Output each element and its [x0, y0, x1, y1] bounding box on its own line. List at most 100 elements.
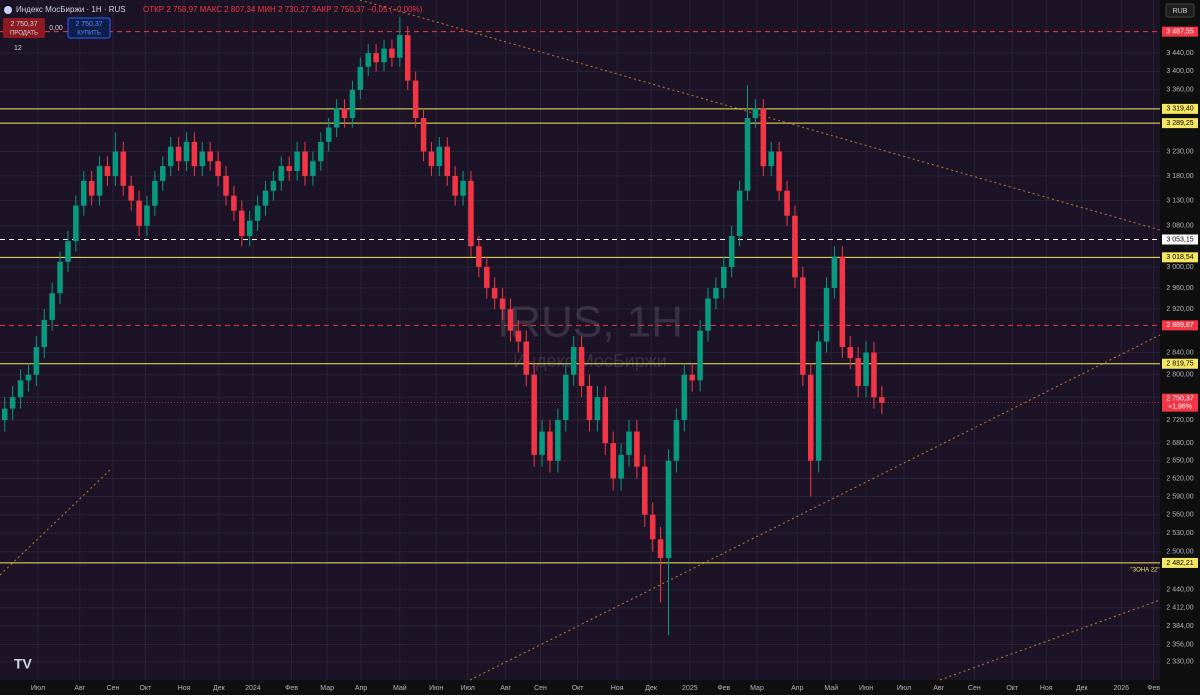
- candle-body: [831, 256, 838, 288]
- candle-body: [80, 180, 87, 206]
- candle-body: [713, 287, 719, 299]
- candle-body: [649, 514, 656, 540]
- x-tick-label: 2025: [682, 685, 698, 692]
- sell-label[interactable]: ПРОДАТЬ: [10, 31, 38, 37]
- currency[interactable]: RUB: [1173, 8, 1188, 15]
- candle-body: [239, 210, 245, 237]
- candle-body: [420, 118, 427, 152]
- candle-body: [491, 287, 498, 299]
- candle-body: [618, 454, 624, 479]
- candle-body: [784, 190, 790, 216]
- level-badge: [1162, 26, 1198, 37]
- candle-body: [381, 48, 387, 63]
- candle-body: [25, 374, 32, 381]
- x-tick-label: Июл: [461, 685, 475, 692]
- candle-body: [17, 380, 24, 398]
- y-tick-label: 3 230,00: [1166, 148, 1193, 155]
- level-label: 3 289,25: [1166, 120, 1193, 127]
- candle-body: [373, 53, 379, 63]
- candle-body: [349, 89, 356, 119]
- x-tick-label: Окт: [572, 685, 585, 692]
- level-badge: [1162, 103, 1198, 114]
- candle-body: [152, 180, 158, 206]
- candle-body: [404, 35, 411, 81]
- candle-body: [73, 205, 79, 242]
- candle-body: [436, 146, 443, 167]
- buy-price[interactable]: 2 750,37: [75, 21, 102, 28]
- y-tick-label: 2 800,00: [1166, 372, 1193, 379]
- candle-body: [800, 277, 806, 375]
- indicators-count[interactable]: 12: [14, 45, 22, 52]
- spread: 0,00: [49, 25, 63, 32]
- candle-body: [728, 236, 735, 267]
- x-tick-label: Авг: [933, 685, 944, 692]
- y-tick-label: 3 000,00: [1166, 264, 1193, 271]
- candle-body: [752, 108, 759, 119]
- candle-body: [476, 246, 482, 267]
- candle-body: [333, 108, 340, 128]
- candle-body: [1, 408, 8, 421]
- candle-body: [341, 108, 348, 119]
- candle-body: [183, 141, 190, 162]
- x-tick-label: Сен: [968, 685, 981, 692]
- x-tick-label: Июн: [859, 685, 873, 692]
- x-tick-label: Сен: [107, 685, 120, 692]
- y-tick-label: 2 500,00: [1166, 549, 1193, 556]
- candle-body: [452, 175, 458, 196]
- candle-body: [570, 347, 577, 375]
- candle-body: [792, 215, 798, 278]
- candle-body: [586, 385, 593, 421]
- candle-body: [697, 330, 703, 381]
- candle-body: [136, 200, 142, 226]
- candle-body: [807, 374, 814, 461]
- candle-body: [839, 256, 846, 348]
- candle-body: [88, 180, 95, 196]
- buy-button[interactable]: [67, 17, 111, 39]
- candles: [1, 17, 885, 636]
- candle-body: [310, 161, 316, 176]
- candle-body: [483, 266, 490, 288]
- x-tick-label: Дек: [1076, 685, 1089, 692]
- candle-body: [539, 431, 545, 455]
- x-tick-label: Апр: [791, 685, 803, 692]
- candle-body: [515, 330, 522, 342]
- candle-body: [681, 374, 688, 421]
- currency-box[interactable]: [1165, 3, 1195, 18]
- x-tick-label: Ноя: [611, 685, 624, 692]
- candle-body: [634, 431, 640, 467]
- candle-body: [49, 293, 55, 320]
- x-tick-label: Май: [393, 684, 407, 692]
- buy-label[interactable]: КУПИТЬ: [77, 31, 101, 37]
- candle-body: [705, 298, 711, 331]
- x-tick-label: 2026: [1113, 685, 1129, 692]
- y-tick-label: 2 840,00: [1166, 349, 1193, 356]
- candle-body: [563, 374, 569, 421]
- candle-body: [302, 151, 308, 176]
- candle-body: [507, 309, 514, 331]
- candle-body: [96, 166, 103, 196]
- level-badge: [1162, 252, 1198, 263]
- x-tick-label: Авг: [500, 685, 511, 692]
- time-axis-bg: [0, 680, 1160, 695]
- sell-button[interactable]: [3, 18, 45, 38]
- logo: TV: [14, 656, 33, 672]
- candle-body: [318, 141, 324, 162]
- x-tick-label: Дек: [645, 685, 658, 692]
- candle-body: [760, 108, 767, 167]
- candle-body: [231, 195, 237, 211]
- y-tick-label: 3 400,00: [1166, 68, 1193, 75]
- candle-body: [325, 127, 332, 142]
- y-tick-label: 2 440,00: [1166, 587, 1193, 594]
- candle-body: [523, 341, 530, 375]
- candle-body: [270, 180, 277, 191]
- y-tick-label: 2 680,00: [1166, 440, 1193, 447]
- candle-body: [871, 352, 877, 398]
- candle-body: [815, 341, 822, 461]
- candle-body: [879, 397, 885, 403]
- candle-body: [657, 539, 664, 559]
- y-tick-label: 2 720,00: [1166, 417, 1193, 424]
- zone-label: "ЗОНА 22": [1130, 568, 1159, 574]
- sell-price[interactable]: 2 750,37: [10, 21, 37, 28]
- y-tick-label: 2 356,00: [1166, 641, 1193, 648]
- level-badge: [1162, 234, 1198, 245]
